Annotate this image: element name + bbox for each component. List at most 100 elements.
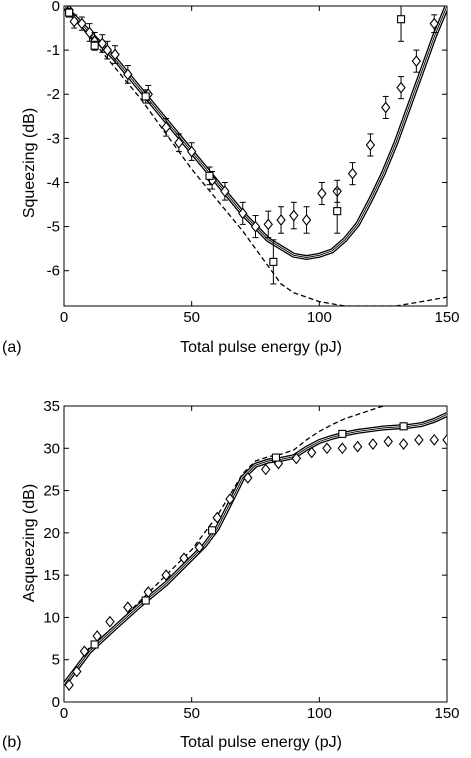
diamond-point [276, 214, 286, 226]
y-tick-label: 30 [43, 440, 60, 457]
panel-a-squeezing: 0 50 100 150 0 -1 -2 -3 -4 -5 -6 Squeezing (dB) To… [2, 0, 460, 356]
diamond-point [347, 167, 358, 180]
diamond-point [64, 679, 74, 691]
y-tick-label: 5 [52, 652, 60, 669]
diamond-point [291, 452, 302, 465]
diamond-point [337, 442, 348, 455]
diamond-point [220, 185, 230, 198]
y-tick-label: 35 [43, 398, 60, 415]
diamond-point [110, 48, 120, 61]
panel-b-plot-area: 0 50 100 150 0 5 10 15 20 25 30 35 [43, 398, 459, 722]
x-tick-label: 0 [60, 309, 68, 326]
theory-band-gap [64, 413, 447, 686]
panel-a-plot-area: 0 50 100 150 0 -1 -2 -3 -4 -5 -6 [47, 0, 460, 326]
theory-band-center [64, 414, 447, 686]
diamond-point [179, 552, 189, 565]
diamond-point [79, 645, 90, 658]
square-point [338, 429, 347, 438]
theory-band-center [64, 6, 447, 258]
diamond-point [77, 17, 87, 30]
diamond-point [194, 541, 205, 554]
y-tick-label: -2 [47, 86, 60, 103]
square-point [65, 8, 74, 17]
diamond-point [161, 121, 171, 134]
diamond-point [322, 442, 332, 455]
square-point [90, 640, 99, 649]
square-point [269, 257, 278, 266]
y-tick-label: -3 [47, 130, 60, 147]
square-point [396, 15, 406, 24]
panel-a-ylabel: Squeezing (dB) [21, 108, 38, 218]
diamond-point [261, 463, 271, 476]
x-tick-label: 150 [434, 705, 459, 722]
square-point [333, 207, 342, 216]
diamond-point [365, 139, 376, 151]
panel-b-ylabel: Asqueezing (dB) [21, 484, 38, 602]
diamond-point [398, 438, 409, 450]
y-tick-label: 25 [43, 483, 60, 500]
diamond-point [263, 218, 273, 231]
panel-a-xlabel: Total pulse energy (pJ) [180, 339, 342, 356]
x-tick-label: 100 [307, 705, 332, 722]
plot-frame [63, 5, 448, 307]
diamond-point [161, 569, 171, 582]
panel-b-xlabel: Total pulse energy (pJ) [180, 734, 342, 751]
y-tick-label: 10 [43, 609, 60, 626]
square-point [90, 41, 99, 50]
diamond-point [84, 26, 95, 39]
diamond-point [442, 433, 447, 446]
y-tick-label: -4 [47, 174, 60, 191]
diamond-point [97, 37, 108, 50]
diamond-point [102, 44, 113, 56]
diamond-point [317, 187, 327, 200]
plot-frame [63, 405, 448, 703]
diamond-point [352, 440, 363, 453]
y-tick-label: 15 [43, 567, 60, 584]
diamond-point [396, 81, 406, 94]
x-tick-label: 50 [183, 309, 200, 326]
square-point [141, 92, 150, 101]
diamond-point [383, 435, 393, 448]
x-tick-label: 0 [60, 705, 68, 722]
y-tick-label: -6 [47, 263, 60, 280]
diamond-point [186, 145, 197, 158]
panel-a-label: (a) [2, 339, 22, 356]
square-point [271, 453, 280, 462]
y-tick-label: -5 [47, 219, 60, 236]
x-tick-label: 100 [307, 309, 332, 326]
series-group [64, 6, 447, 306]
diamond-point [105, 615, 115, 628]
y-tick-label: 20 [43, 525, 60, 542]
diamond-point [306, 446, 317, 459]
x-tick-label: 150 [434, 309, 459, 326]
diamond-point [243, 472, 253, 484]
diamond-point [123, 68, 133, 81]
diamond-point [301, 214, 312, 226]
panel-b-label: (b) [2, 734, 22, 751]
diamond-point [411, 55, 422, 68]
dashed-theory-line [64, 406, 387, 686]
square-point [205, 171, 214, 180]
diamond-point [174, 136, 184, 149]
diamond-point [250, 220, 261, 233]
diamond-point [429, 17, 439, 30]
diamond-point [72, 665, 82, 678]
diamond-point [368, 438, 378, 450]
diamond-point [238, 207, 248, 220]
theory-band-outer [64, 412, 447, 687]
x-tick-label: 50 [183, 705, 200, 722]
square-point [141, 596, 150, 605]
series-group [64, 406, 447, 691]
square-point [208, 526, 217, 535]
diamond-point [69, 15, 79, 28]
diamond-point [429, 433, 439, 446]
y-tick-label: -1 [47, 42, 60, 59]
dashed-theory-line [64, 6, 447, 306]
diamond-point [123, 601, 133, 614]
diamond-point [212, 511, 222, 524]
diamond-point [414, 433, 424, 446]
diamond-point [225, 493, 235, 505]
diamond-point [381, 101, 391, 114]
